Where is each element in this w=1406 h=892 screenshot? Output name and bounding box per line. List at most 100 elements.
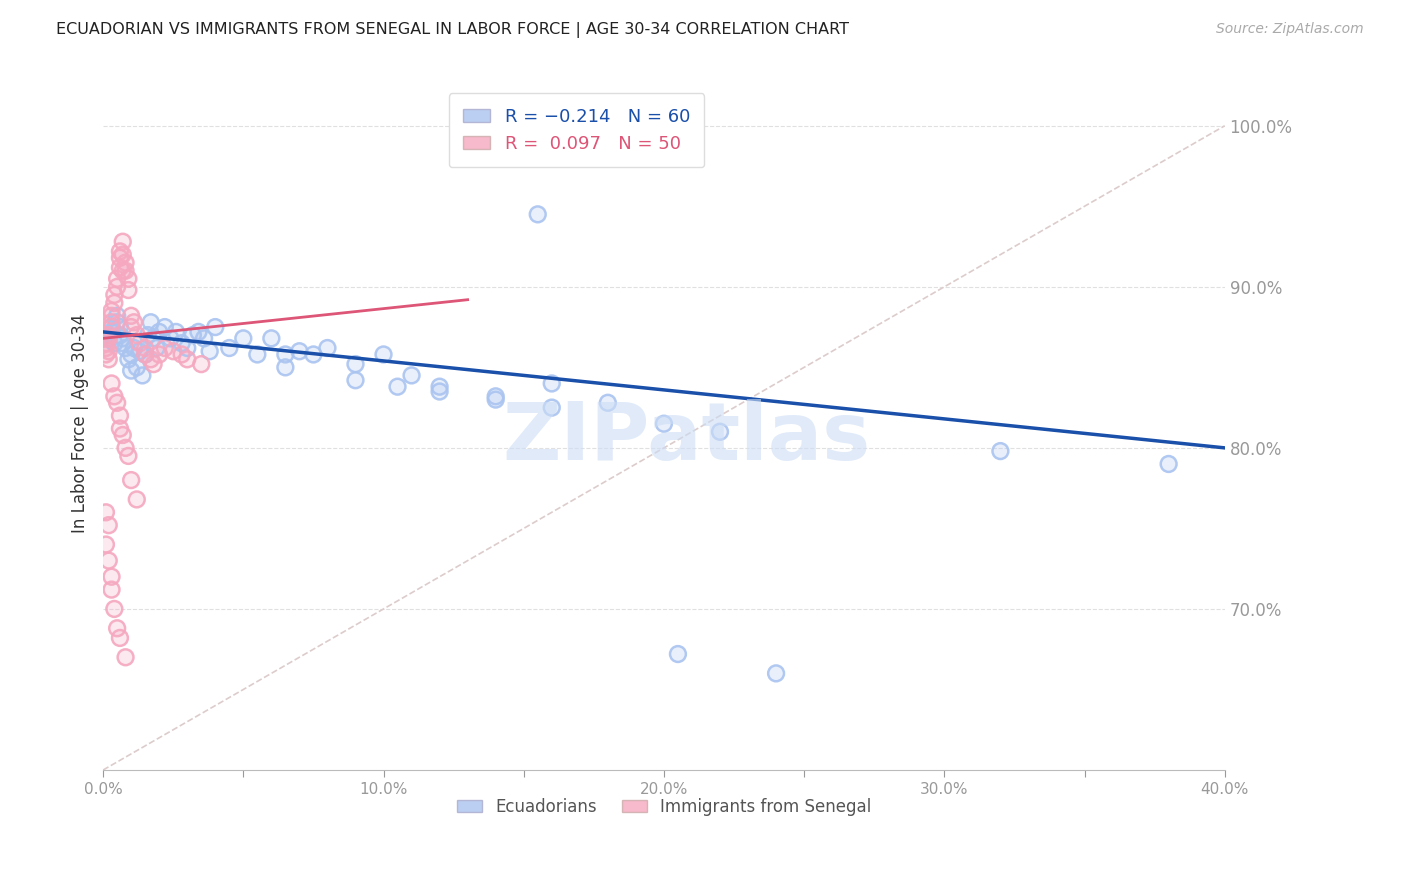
Point	[111, 247, 134, 261]
Point	[94, 505, 117, 519]
Point	[114, 650, 136, 665]
Point	[103, 602, 125, 616]
Point	[139, 315, 162, 329]
Point	[105, 396, 128, 410]
Point	[100, 376, 122, 391]
Point	[134, 347, 156, 361]
Point	[176, 341, 198, 355]
Point	[148, 347, 170, 361]
Point	[153, 341, 176, 355]
Point	[125, 328, 148, 343]
Point	[128, 344, 150, 359]
Point	[103, 288, 125, 302]
Point	[165, 325, 187, 339]
Point	[526, 207, 548, 221]
Point	[108, 409, 131, 423]
Point	[120, 363, 142, 377]
Point	[103, 296, 125, 310]
Point	[159, 331, 181, 345]
Point	[709, 425, 731, 439]
Point	[100, 570, 122, 584]
Point	[429, 384, 451, 399]
Point	[103, 389, 125, 403]
Point	[134, 347, 156, 361]
Point	[193, 331, 215, 345]
Point	[125, 492, 148, 507]
Point	[485, 389, 508, 403]
Point	[401, 368, 423, 383]
Point	[117, 449, 139, 463]
Point	[142, 357, 165, 371]
Point	[114, 441, 136, 455]
Point	[344, 373, 367, 387]
Point	[114, 441, 136, 455]
Point	[108, 251, 131, 265]
Point	[117, 272, 139, 286]
Point	[97, 331, 120, 345]
Point	[540, 401, 562, 415]
Point	[765, 666, 787, 681]
Point	[105, 280, 128, 294]
Point	[120, 309, 142, 323]
Point	[111, 263, 134, 277]
Point	[100, 309, 122, 323]
Point	[103, 296, 125, 310]
Point	[94, 328, 117, 343]
Point	[108, 328, 131, 343]
Point	[111, 336, 134, 351]
Point	[111, 331, 134, 345]
Point	[100, 320, 122, 334]
Point	[117, 449, 139, 463]
Point	[526, 207, 548, 221]
Point	[94, 537, 117, 551]
Point	[344, 373, 367, 387]
Point	[176, 352, 198, 367]
Point	[94, 336, 117, 351]
Point	[94, 347, 117, 361]
Point	[128, 336, 150, 351]
Point	[373, 347, 395, 361]
Text: Source: ZipAtlas.com: Source: ZipAtlas.com	[1216, 22, 1364, 37]
Text: ECUADORIAN VS IMMIGRANTS FROM SENEGAL IN LABOR FORCE | AGE 30-34 CORRELATION CHA: ECUADORIAN VS IMMIGRANTS FROM SENEGAL IN…	[56, 22, 849, 38]
Point	[666, 647, 689, 661]
Point	[134, 341, 156, 355]
Point	[111, 336, 134, 351]
Point	[596, 396, 619, 410]
Point	[100, 320, 122, 334]
Point	[302, 347, 325, 361]
Point	[105, 621, 128, 635]
Point	[429, 379, 451, 393]
Point	[540, 376, 562, 391]
Point	[485, 392, 508, 407]
Point	[131, 368, 153, 383]
Point	[97, 331, 120, 345]
Point	[108, 320, 131, 334]
Point	[108, 260, 131, 275]
Point	[125, 360, 148, 375]
Point	[97, 553, 120, 567]
Point	[100, 325, 122, 339]
Point	[181, 328, 204, 343]
Point	[274, 347, 297, 361]
Point	[94, 347, 117, 361]
Point	[316, 341, 339, 355]
Point	[108, 328, 131, 343]
Point	[100, 582, 122, 597]
Point	[204, 320, 226, 334]
Point	[131, 368, 153, 383]
Point	[97, 328, 120, 343]
Point	[344, 357, 367, 371]
Point	[114, 341, 136, 355]
Point	[100, 325, 122, 339]
Point	[232, 331, 254, 345]
Point	[153, 341, 176, 355]
Point	[94, 328, 117, 343]
Point	[990, 444, 1012, 458]
Point	[246, 347, 269, 361]
Point	[111, 235, 134, 249]
Point	[108, 260, 131, 275]
Point	[120, 363, 142, 377]
Point	[125, 360, 148, 375]
Point	[142, 357, 165, 371]
Point	[108, 631, 131, 645]
